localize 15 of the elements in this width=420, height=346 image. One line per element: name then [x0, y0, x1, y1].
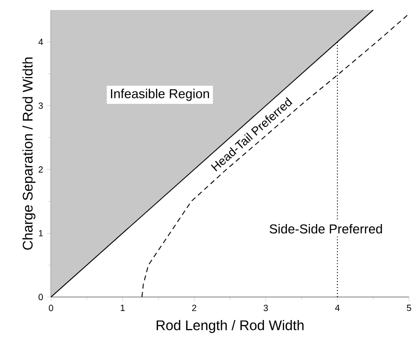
- y-axis-title: Charge Separation / Rod Width: [22, 58, 36, 250]
- y-tick-label: 4: [38, 38, 43, 45]
- annotation: Side-Side Preferred: [270, 224, 382, 234]
- y-tick-label: 3: [38, 102, 43, 109]
- y-tick-label: 1: [38, 230, 43, 236]
- x-tick-label: 1: [120, 304, 125, 311]
- y-tick-label: 2: [38, 166, 43, 173]
- x-tick-label: 5: [406, 304, 412, 312]
- y-tick-label: 0: [38, 294, 43, 300]
- x-axis-title: Rod Length / Rod Width: [156, 320, 304, 333]
- x-tick-label: 0: [48, 304, 54, 312]
- annotation: Infeasible Region: [110, 88, 209, 101]
- x-tick-label: 4: [335, 304, 340, 311]
- x-tick-label: 3: [264, 304, 268, 312]
- x-tick-label: 2: [192, 304, 196, 312]
